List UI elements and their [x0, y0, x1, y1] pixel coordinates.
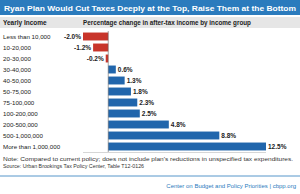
bars — [83, 33, 266, 151]
data-label: 2.3% — [139, 99, 154, 106]
y-axis-label: Yearly Income — [3, 19, 47, 27]
source: Source: Urban Brookings Tax Policy Cente… — [3, 163, 144, 169]
bar — [108, 66, 116, 74]
bar — [108, 121, 169, 129]
category-label: 100-200,000 — [3, 110, 38, 117]
data-label: -0.2% — [87, 55, 104, 62]
data-label: 1.3% — [127, 77, 142, 84]
category-label: 20-30,000 — [3, 55, 31, 62]
category-label: 50-75,000 — [3, 88, 31, 95]
header-band — [0, 17, 300, 28]
page: {"chart_data": {"type": "bar", "orientat… — [0, 0, 300, 194]
bar — [108, 132, 219, 140]
bar — [108, 110, 140, 118]
labels: Less than 10,000 -2.0% 10-20,000 -1.2% 20-30… — [3, 33, 287, 150]
note: Note: Compared to current policy; does n… — [3, 156, 293, 162]
category-label: Less than 10,000 — [3, 33, 51, 40]
data-label: -1.2% — [74, 44, 91, 51]
category-label: 75-100,000 — [3, 99, 35, 106]
bar — [108, 99, 137, 107]
category-label: 30-40,000 — [3, 66, 31, 73]
data-label: 0.6% — [118, 66, 133, 73]
data-label: 1.8% — [133, 88, 148, 95]
category-label: More than 1,000,000 — [3, 143, 61, 150]
category-label: 10-20,000 — [3, 44, 31, 51]
data-label: -2.0% — [64, 33, 81, 40]
x-axis-label: Percentage change in after-tax income by… — [83, 19, 251, 27]
x-axis-line — [83, 152, 266, 153]
data-label: 12.5% — [268, 143, 287, 150]
category-label: 500-1,000,000 — [3, 132, 43, 139]
footer-rule — [0, 176, 300, 177]
bar — [108, 77, 124, 85]
bar — [108, 143, 266, 151]
bar — [93, 44, 108, 52]
data-label: 2.5% — [142, 110, 157, 117]
bar — [106, 55, 109, 63]
chart: Ryan Plan Would Cut Taxes Deeply at the … — [0, 0, 300, 194]
bar — [108, 88, 131, 96]
category-label: 40-50,000 — [3, 77, 31, 84]
zero-line — [108, 31, 109, 152]
title: Ryan Plan Would Cut Taxes Deeply at the … — [4, 4, 296, 13]
bar — [83, 33, 108, 41]
title-band — [0, 0, 300, 15]
data-label: 4.8% — [171, 121, 186, 128]
category-label: 200-500,000 — [3, 121, 38, 128]
credit: Center on Budget and Policy Priorities |… — [166, 183, 296, 189]
data-label: 8.8% — [221, 132, 236, 139]
